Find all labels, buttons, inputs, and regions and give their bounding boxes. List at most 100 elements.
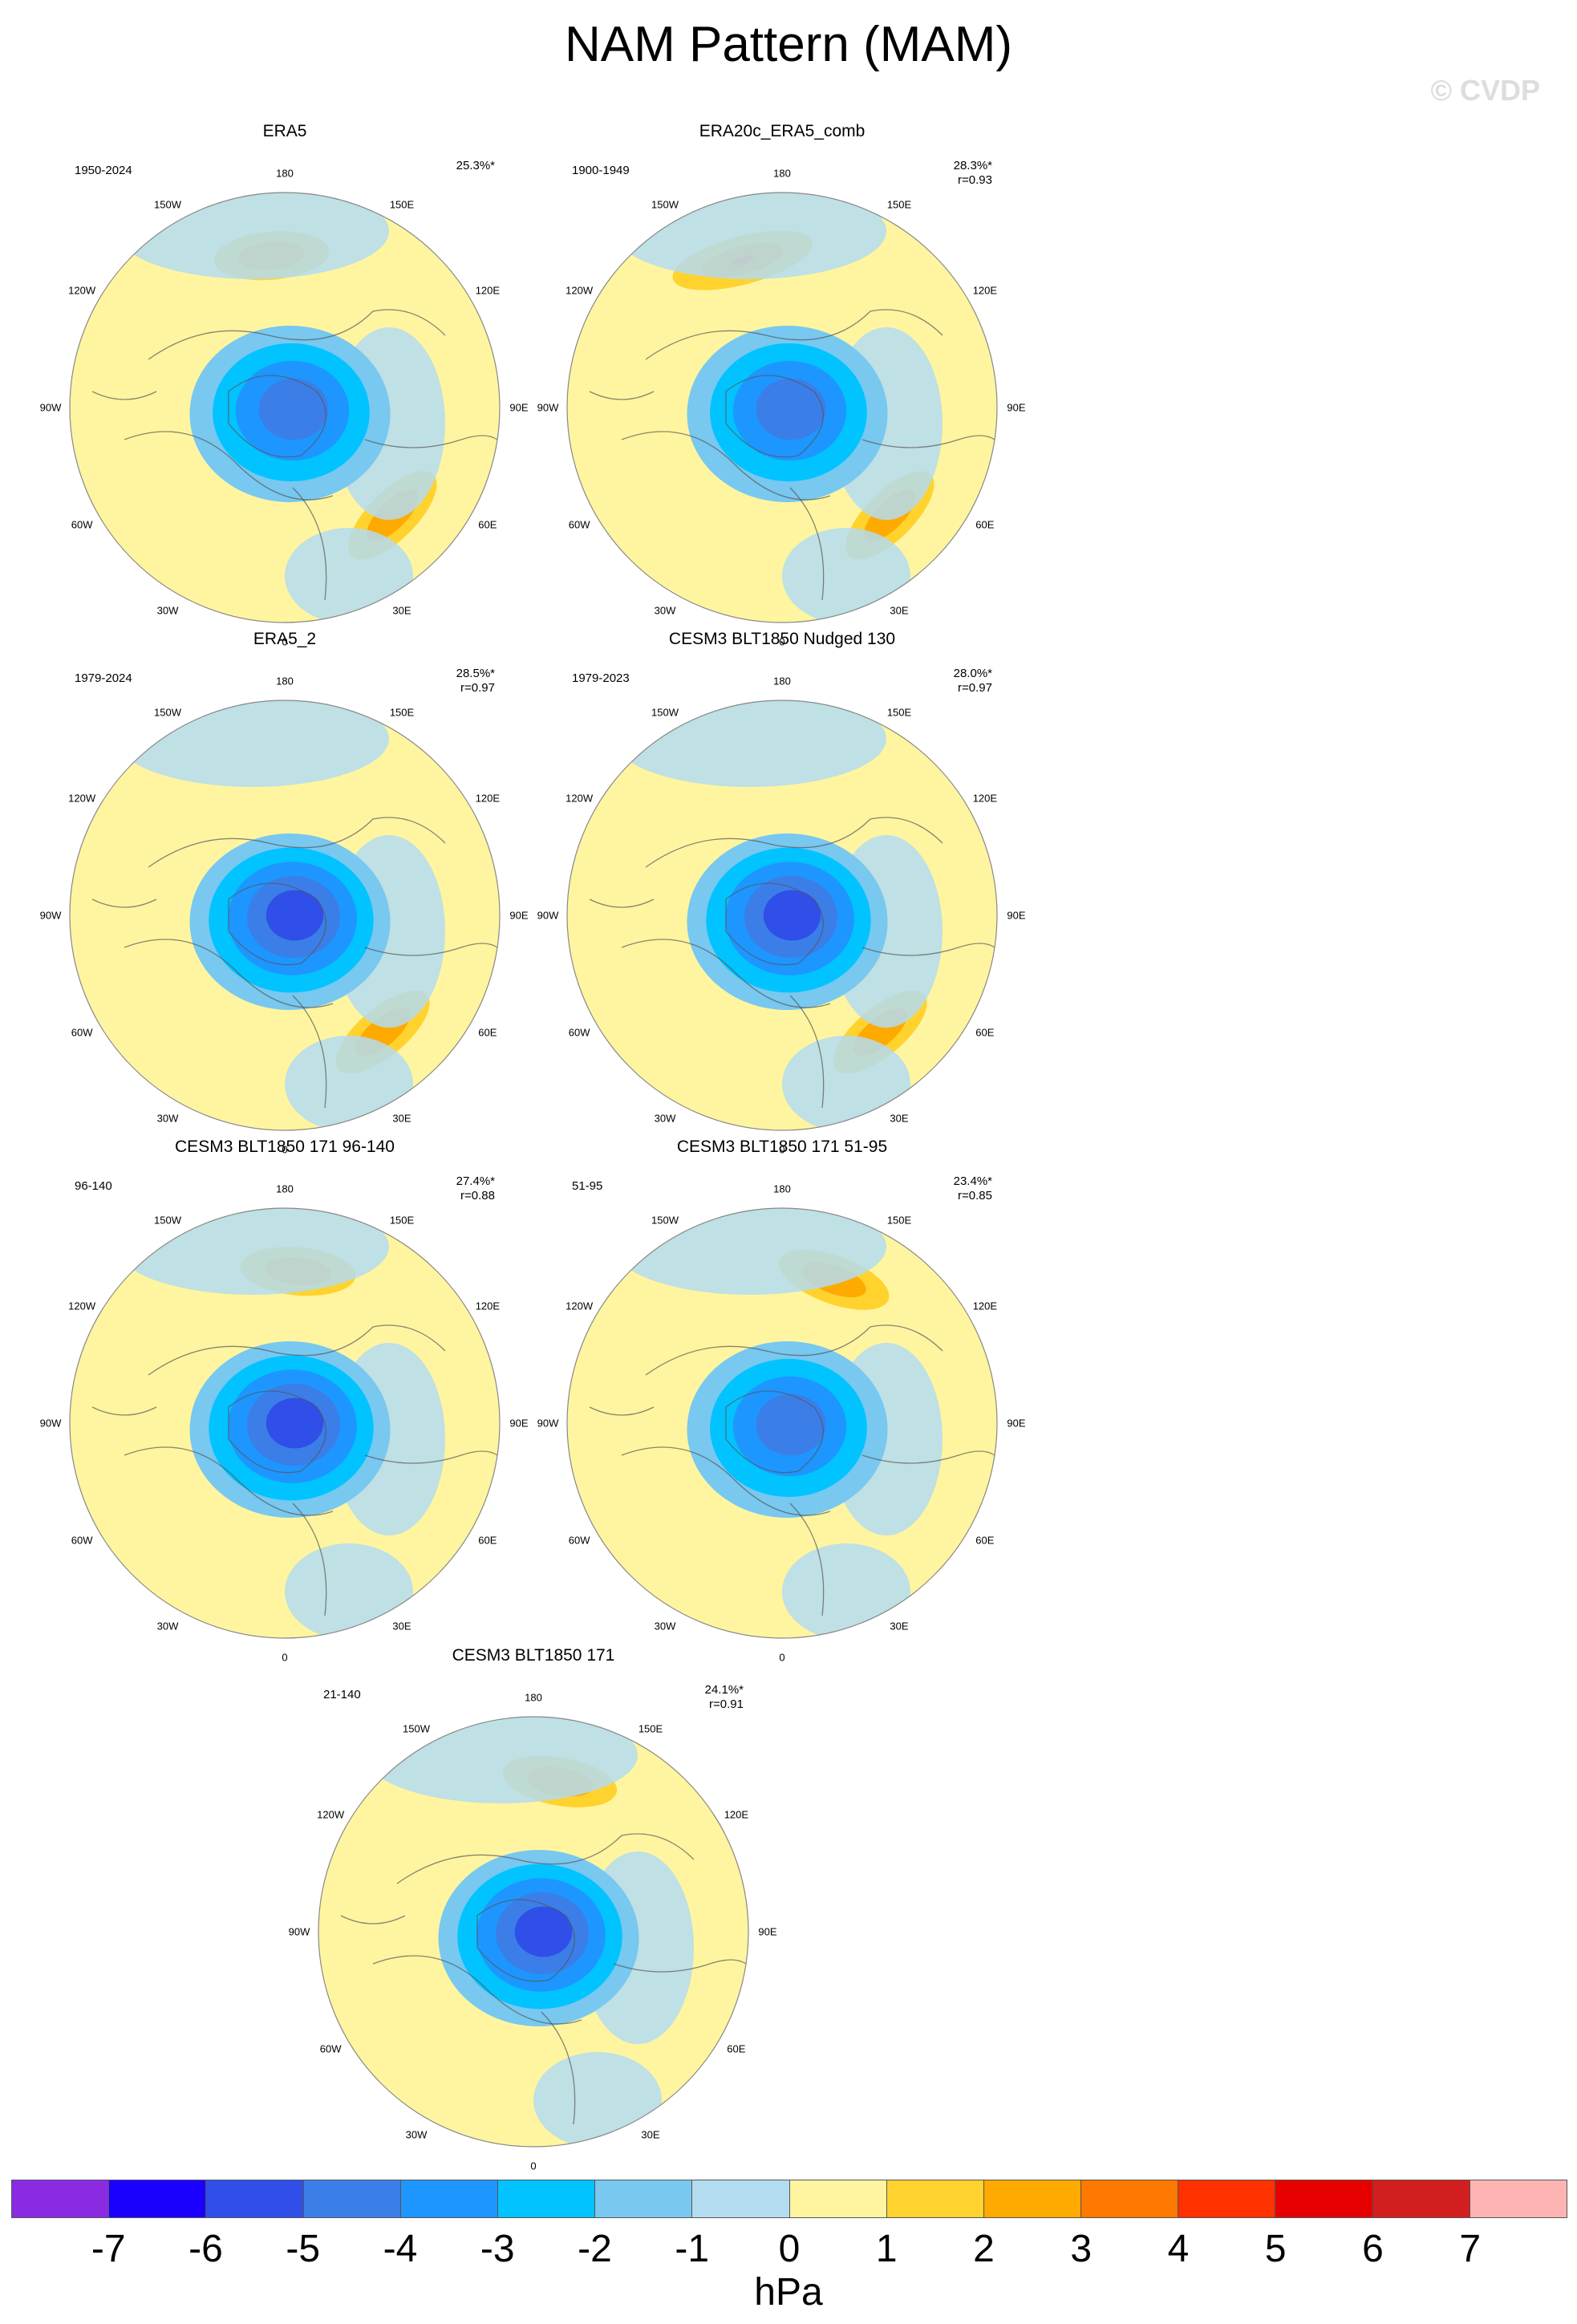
colorbar-swatch [400, 2180, 498, 2217]
longitude-label: 0 [282, 1143, 288, 1156]
longitude-label: 30E [392, 1112, 411, 1125]
longitude-label: 180 [276, 675, 294, 687]
coastline [589, 898, 655, 908]
longitude-label: 30E [392, 1620, 411, 1632]
coastline [396, 1833, 695, 1884]
longitude-label: 90E [509, 1417, 529, 1430]
panel-variance: 27.4%* [456, 1174, 495, 1188]
longitude-label: 60E [975, 1534, 995, 1547]
longitude-label: 60W [568, 1026, 590, 1039]
arctic-low-contour [756, 378, 826, 440]
coastline [364, 943, 500, 980]
coastline [645, 309, 943, 360]
longitude-label: 30E [890, 604, 909, 617]
arctic-low-contour [258, 378, 329, 440]
colorbar-swatch [1372, 2180, 1470, 2217]
colorbar-unit-label: hPa [754, 2271, 823, 2314]
longitude-label: 30W [156, 1112, 179, 1125]
longitude-label: 0 [779, 635, 785, 648]
panel-correlation: r=0.85 [958, 1189, 992, 1203]
coastline [476, 1899, 575, 1982]
panel-stats: 23.4%* r=0.85 [954, 1174, 992, 1203]
panel-variance: 28.5%* [456, 667, 495, 680]
coastline [228, 882, 326, 966]
longitude-label: 60W [319, 2042, 342, 2055]
coastline [292, 995, 327, 1109]
panel-correlation: r=0.91 [709, 1697, 744, 1711]
longitude-label: 150E [886, 1214, 912, 1227]
longitude-label: 30E [890, 1620, 909, 1632]
longitude-label: 120W [566, 792, 594, 805]
coastline [228, 1390, 326, 1474]
longitude-label: 30W [405, 2128, 428, 2141]
colorbar-tick-label: 0 [778, 2228, 801, 2270]
longitude-label: 60W [71, 518, 93, 531]
longitude-label: 60W [71, 1026, 93, 1039]
longitude-label: 150W [651, 198, 679, 211]
negative-anomaly-region [365, 1717, 638, 1803]
panel-correlation: r=0.97 [460, 681, 495, 695]
map-panel: CESM3 BLT1850 Nudged 130 1979-2023 28.0%* r… [525, 630, 1039, 1156]
longitude-label: 150E [389, 1214, 415, 1227]
longitude-label: 120W [566, 284, 594, 297]
map-panel: ERA5_2 1979-2024 28.5%* r=0.97 180 150E 120E 90… [28, 630, 541, 1156]
panel-title: ERA5_2 [253, 630, 317, 648]
panel-variance: 24.1%* [704, 1683, 744, 1697]
colorbar [11, 2180, 1567, 2218]
longitude-label: 120W [68, 1300, 96, 1312]
colorbar-tick-label: 3 [1070, 2228, 1093, 2270]
coastline [91, 898, 157, 908]
map-panel: CESM3 BLT1850 171 51-95 51-95 23.4%* r=0.85… [525, 1138, 1039, 1664]
longitude-label: 150W [651, 706, 679, 719]
polar-map [566, 192, 998, 623]
longitude-label: 60W [71, 1534, 93, 1547]
polar-map [318, 1716, 749, 2148]
colorbar-swatch [109, 2180, 207, 2217]
colorbar-swatch [303, 2180, 401, 2217]
coastline [124, 1446, 334, 1516]
arctic-low-contour [266, 1397, 324, 1449]
panel-period: 1900-1949 [572, 164, 630, 177]
coastline [789, 1503, 825, 1616]
polar-map [566, 700, 998, 1131]
colorbar-swatch [886, 2180, 984, 2217]
longitude-label: 120E [972, 1300, 998, 1312]
coastline [340, 1915, 406, 1924]
coastline [725, 1390, 824, 1474]
panel-period: 21-140 [323, 1688, 361, 1701]
colorbar-swatch [1470, 2180, 1567, 2217]
colorbar-tick-label: 2 [973, 2228, 995, 2270]
coastline [124, 431, 334, 501]
longitude-label: 90E [509, 909, 529, 922]
panel-period: 51-95 [572, 1179, 603, 1193]
coastline [292, 487, 327, 601]
panel-title: ERA5 [262, 122, 307, 140]
coastline [541, 2011, 576, 2125]
panel-stats: 28.0%* r=0.97 [954, 667, 992, 696]
coastline [621, 1446, 831, 1516]
coastline [789, 487, 825, 601]
longitude-label: 120E [972, 792, 998, 805]
negative-anomaly-region [116, 193, 389, 279]
colorbar-swatch [1081, 2180, 1179, 2217]
longitude-label: 30E [641, 2128, 660, 2141]
coastline [91, 1406, 157, 1416]
longitude-label: 180 [773, 1182, 791, 1195]
longitude-label: 120W [317, 1808, 345, 1821]
longitude-label: 150E [886, 706, 912, 719]
longitude-label: 0 [779, 1143, 785, 1156]
panel-correlation: r=0.93 [958, 173, 992, 187]
longitude-label: 0 [530, 2160, 537, 2172]
polar-map [69, 700, 501, 1131]
longitude-label: 180 [276, 167, 294, 180]
panel-stats: 27.4%* r=0.88 [456, 1174, 495, 1203]
colorbar-swatch [692, 2180, 790, 2217]
panel-stats: 24.1%* r=0.91 [705, 1683, 744, 1712]
longitude-label: 90E [1007, 401, 1026, 414]
longitude-label: 60W [568, 518, 590, 531]
panel-variance: 28.0%* [953, 667, 992, 680]
coastline [861, 1450, 997, 1488]
longitude-label: 30W [654, 1620, 676, 1632]
longitude-label: 60W [568, 1534, 590, 1547]
panel-title: CESM3 BLT1850 171 [452, 1646, 615, 1665]
